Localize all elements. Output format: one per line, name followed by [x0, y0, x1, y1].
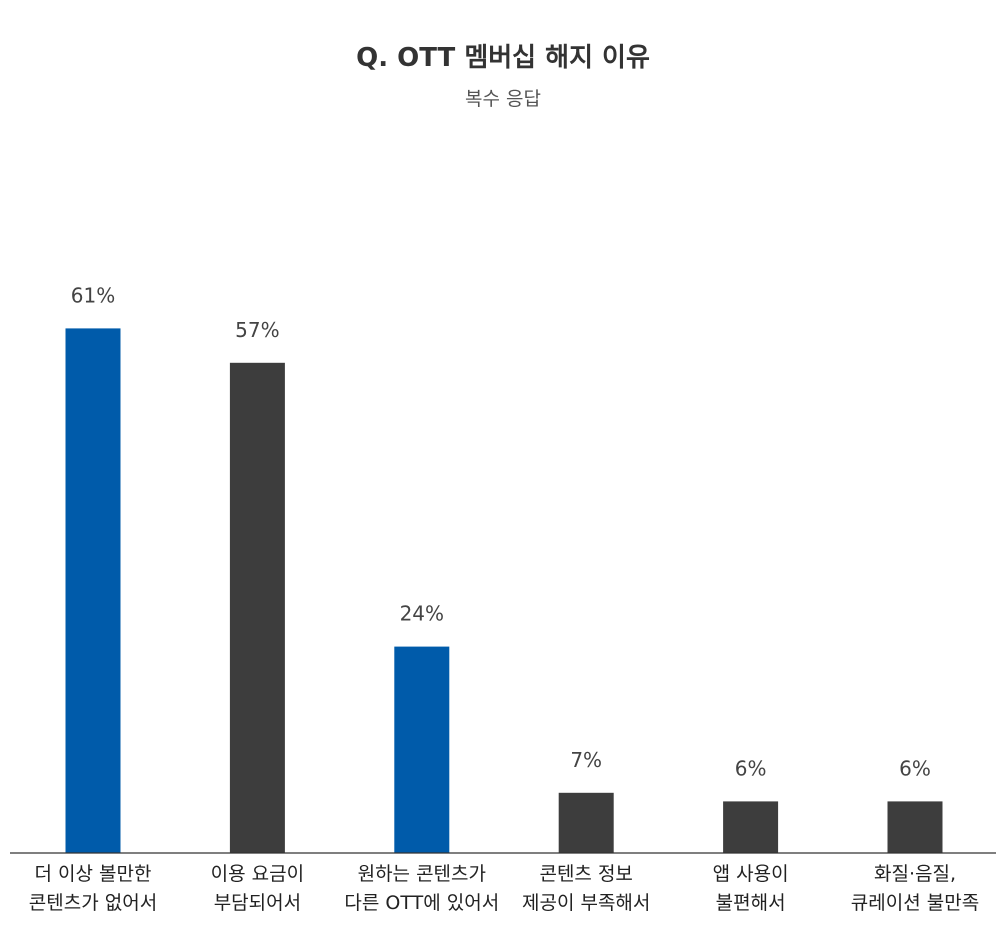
category-label-5-line-1: 앱 사용이	[713, 863, 789, 885]
category-label-3-line-2: 다른 OTT에 있어서	[344, 892, 499, 914]
bar-5	[723, 801, 779, 853]
category-label-1-line-2: 콘텐츠가 없어서	[29, 892, 157, 914]
category-label-5-line-2: 불편해서	[716, 892, 786, 914]
category-label-4-line-2: 제공이 부족해서	[522, 892, 650, 914]
value-label-3: 24%	[400, 602, 444, 626]
bar-6	[887, 801, 943, 853]
chart-subtitle: 복수 응답	[465, 88, 541, 110]
value-label-1: 61%	[71, 283, 115, 307]
value-label-2: 57%	[235, 318, 279, 342]
bar-3	[394, 646, 450, 853]
category-label-6: 화질·음질, 큐레이션 불만족	[851, 863, 979, 914]
value-label-6: 6%	[899, 756, 931, 780]
value-labels-group: 61% 57% 24% 7% 6% 6%	[71, 283, 931, 780]
category-label-6-line-2: 큐레이션 불만족	[851, 892, 979, 914]
bar-1	[65, 328, 121, 853]
category-label-1-line-1: 더 이상 볼만한	[35, 863, 152, 885]
category-label-2-line-2: 부담되어서	[214, 892, 301, 914]
value-label-4: 7%	[570, 748, 602, 772]
category-label-4-line-1: 콘텐츠 정보	[539, 863, 632, 885]
chart-title: Q. OTT 멤버십 해지 이유	[356, 43, 650, 73]
bar-2	[229, 362, 285, 853]
category-label-2-line-1: 이용 요금이	[211, 863, 304, 885]
category-label-6-line-1: 화질·음질,	[874, 863, 956, 885]
bars-group	[65, 328, 943, 853]
category-label-3-line-1: 원하는 콘텐츠가	[358, 863, 486, 885]
bar-4	[558, 792, 614, 853]
value-label-5: 6%	[735, 756, 767, 780]
